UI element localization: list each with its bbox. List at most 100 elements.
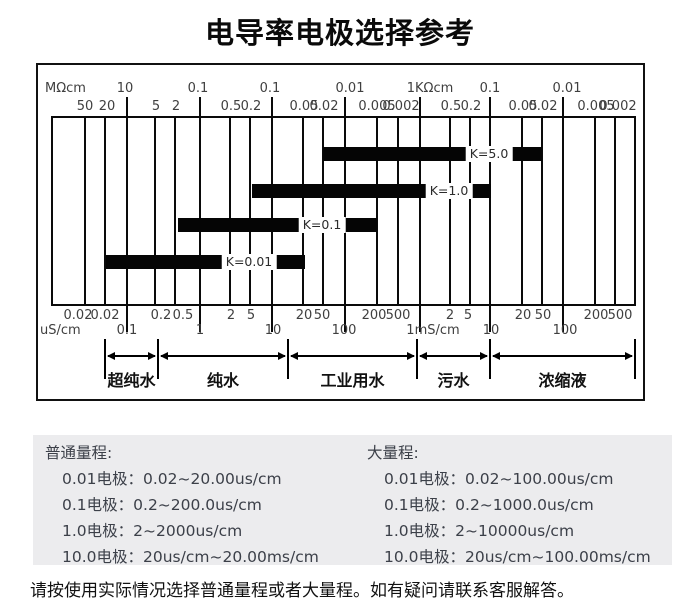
electrode-bar-label: K=1.0 [425,183,473,199]
gridline-decade [199,97,201,332]
gridline-minor [249,116,251,306]
gridline-minor [397,116,399,306]
bottom-minor-tick-label: 5 [463,308,473,323]
top-minor-tick-label: 50 [76,99,94,114]
category-arrow-line [291,355,414,357]
electrode-spec-row: 0.01电极：0.02~100.00us/cm [384,470,614,488]
electrode-spec-row: 1.0电极：2~2000us/cm [62,522,243,540]
large-range-heading: 大量程: [367,444,419,462]
gridline-minor [302,116,304,306]
gridline-minor [154,116,156,306]
category-arrow-line [420,355,487,357]
top-minor-tick-label: 0.002 [382,99,420,114]
electrode-spec-row: 0.1电极：0.2~1000.0us/cm [384,496,594,514]
category-arrow-line [108,355,155,357]
bottom-axis-unit-label: uS/cm [40,323,81,338]
gridline-minor [449,116,451,306]
top-decade-tick-label: 0.1 [479,81,501,96]
plot-left-edge [51,116,53,306]
footer-note: 请按使用实际情况选择普通量程或者大量程。如有疑问请联系客服解答。 [30,581,574,601]
bottom-minor-tick-label: 200 [583,308,609,323]
category-boundary-tick [634,339,636,379]
category-arrow-line [493,355,632,357]
top-minor-tick-label: 0.02 [309,99,339,114]
category-arrowhead-left [290,352,298,360]
top-decade-tick-label: 1KΩcm [406,81,454,96]
bottom-minor-tick-label: 0.2 [150,308,172,323]
electrode-spec-row: 0.1电极：0.2~200.0us/cm [62,496,262,514]
gridline-decade [271,97,273,332]
top-minor-tick-label: 0.002 [599,99,637,114]
category-arrow-line [161,355,285,357]
category-arrowhead-left [160,352,168,360]
plot-right-edge [634,116,636,306]
large-range-column: 大量程: 0.01电极：0.02~100.00us/cm 0.1电极：0.2~1… [367,440,651,570]
range-spec-panel: 普通量程: 0.01电极：0.02~20.00us/cm 0.1电极：0.2~2… [33,435,672,566]
top-decade-tick-label: 10 [116,81,134,96]
bottom-minor-tick-label: 50 [534,308,552,323]
category-arrowhead-right [625,352,633,360]
bottom-minor-tick-label: 500 [385,308,411,323]
bottom-minor-tick-label: 20 [295,308,313,323]
category-arrowhead-right [148,352,156,360]
gridline-minor [229,116,231,306]
top-minor-tick-label: 20 [98,99,116,114]
category-boundary-tick [157,339,159,379]
top-minor-tick-label: 0.05 [508,99,538,114]
gridline-minor [376,116,378,306]
top-decade-tick-label: 0.01 [335,81,365,96]
bottom-minor-tick-label: 2 [445,308,455,323]
category-label: 超纯水 [107,371,156,390]
category-arrowhead-right [407,352,415,360]
bottom-minor-tick-label: 50 [313,308,331,323]
electrode-bar [178,218,377,232]
category-boundary-tick [489,339,491,379]
top-minor-tick-label: 0.05 [289,99,319,114]
top-minor-tick-label: 0.2 [460,99,482,114]
electrode-bar-label: K=0.1 [298,217,346,233]
category-boundary-tick [416,339,418,379]
gridline-decade [344,97,346,332]
category-label: 浓缩液 [538,371,587,390]
bottom-minor-tick-label: 500 [607,308,633,323]
electrode-spec-row: 10.0电极：20us/cm~100.00ms/cm [384,548,651,566]
category-boundary-tick [104,339,106,379]
top-decade-tick-label: 0.1 [259,81,281,96]
bottom-axis-line [51,304,636,306]
bottom-decade-tick-label: 10 [482,323,500,338]
top-decade-tick-label: 0.01 [552,81,582,96]
gridline-minor [521,116,523,306]
category-boundary-tick [287,339,289,379]
category-label: 污水 [437,371,470,390]
gridline-decade [489,97,491,332]
bottom-decade-tick-label: 1mS/cm [406,323,460,338]
gridline-minor [594,116,596,306]
category-arrowhead-left [492,352,500,360]
category-arrowhead-right [278,352,286,360]
electrode-spec-row: 10.0电极：20us/cm~20.00ms/cm [62,548,319,566]
gridline-decade [419,97,421,332]
bottom-minor-tick-label: 0.5 [172,308,194,323]
category-arrowhead-left [107,352,115,360]
top-axis-unit-label: MΩcm [45,81,86,96]
electrode-bar-label: K=0.01 [221,254,277,270]
gridline-minor [174,116,176,306]
gridline-minor [104,116,106,306]
bottom-minor-tick-label: 20 [514,308,532,323]
gridline-minor [84,116,86,306]
electrode-spec-row: 0.01电极：0.02~20.00us/cm [62,470,282,488]
gridline-minor [322,116,324,306]
category-label: 纯水 [206,371,240,390]
top-minor-tick-label: 0.005 [577,99,615,114]
bottom-minor-tick-label: 0.02 [63,308,93,323]
category-label: 工业用水 [320,371,385,390]
top-minor-tick-label: 0.5 [440,99,462,114]
top-minor-tick-label: 0.2 [240,99,262,114]
bottom-minor-tick-label: 5 [246,308,256,323]
top-axis-line [51,116,636,118]
top-minor-tick-label: 5 [151,99,161,114]
bottom-decade-tick-label: 100 [331,323,357,338]
bottom-minor-tick-label: 200 [361,308,387,323]
